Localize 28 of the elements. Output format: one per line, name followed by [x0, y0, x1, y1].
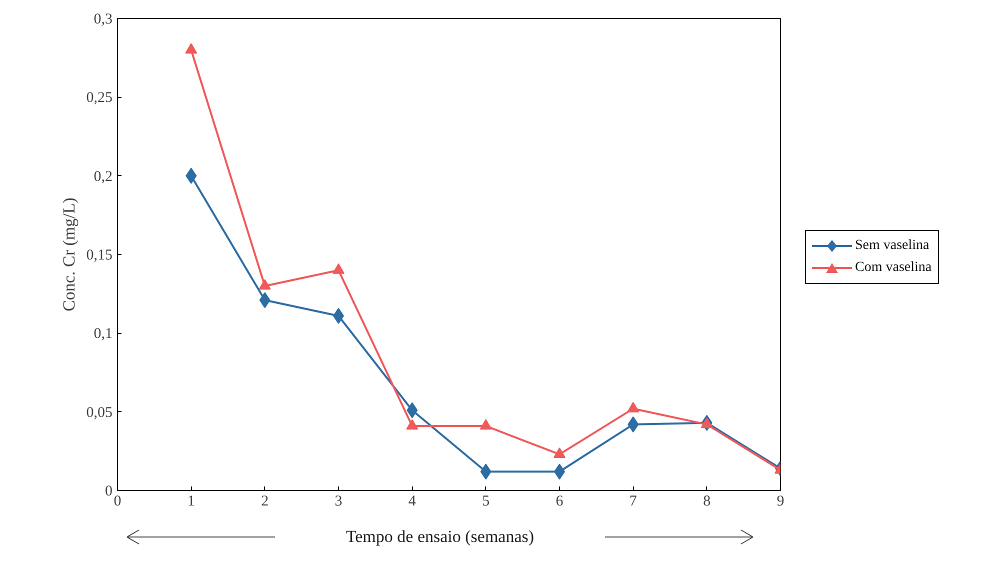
y-tick-label: 0,15 [86, 248, 112, 264]
x-tick-label: 4 [408, 494, 416, 510]
point [627, 402, 640, 412]
point [406, 419, 418, 430]
x-tick-label: 3 [334, 494, 342, 510]
y-tick-label: 0,2 [94, 168, 112, 185]
x-tick-label: 6 [556, 494, 564, 510]
point [258, 279, 271, 290]
legend-label: Com vaselina [855, 259, 932, 277]
y-axis-title: Conc. Cr (mg/L) [59, 198, 78, 312]
point [185, 43, 198, 54]
point [554, 447, 566, 458]
y-tick-label: 0,1 [94, 326, 112, 342]
x-tick-label: 5 [482, 494, 490, 510]
y-tick-label: 0,25 [86, 90, 112, 106]
legend-label: Sem vaselina [855, 237, 930, 255]
x-tick-label: 8 [703, 494, 711, 510]
point [332, 263, 344, 274]
y-tick-label: 0,3 [94, 12, 112, 28]
x-axis-title: Tempo de ensaio (semanas) [346, 526, 534, 548]
x-tick-label: 7 [629, 494, 638, 510]
point [700, 418, 713, 428]
y-tick-label: 0,05 [86, 404, 112, 421]
x-tick-label: 9 [776, 494, 784, 510]
x-tick-label: 2 [261, 494, 269, 510]
y-tick-label: 0 [105, 484, 112, 500]
x-tick-label: 1 [187, 494, 195, 510]
point [480, 419, 492, 430]
